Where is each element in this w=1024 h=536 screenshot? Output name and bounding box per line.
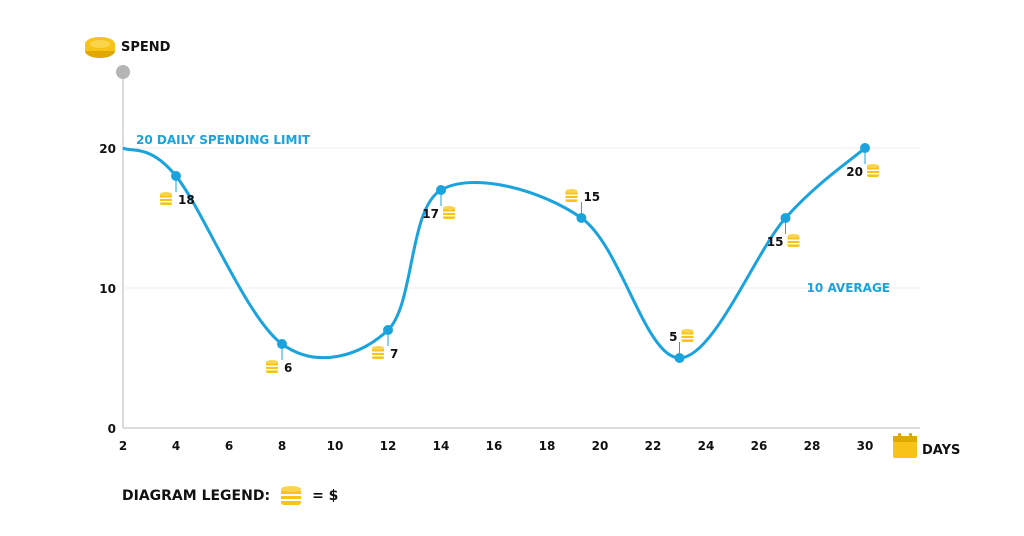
data-label: 7: [390, 347, 398, 361]
data-point: [576, 213, 587, 223]
x-tick-label: 18: [539, 439, 556, 453]
limit-label: 20 DAILY SPENDING LIMIT: [136, 133, 311, 147]
x-tick-label: 30: [857, 439, 874, 453]
coin-stack-icon: [160, 192, 172, 205]
coin-stack-icon: [787, 234, 800, 247]
coin-stack-icon: [266, 360, 278, 373]
data-point: [171, 171, 181, 181]
data-label: 15: [583, 190, 600, 204]
coin-stack-icon: [443, 206, 455, 219]
y-axis-cap: [116, 65, 130, 79]
data-point: [277, 339, 287, 349]
x-tick-label: 8: [278, 439, 286, 453]
y-tick-label: 10: [99, 282, 116, 296]
x-tick-label: 6: [225, 439, 233, 453]
data-point: [860, 143, 870, 153]
x-tick-label: 24: [698, 439, 715, 453]
x-tick-label: 14: [433, 439, 450, 453]
x-ticks: 2 4 6 8 10 12 14 16 18 20 22 24 26 28 30: [119, 439, 874, 453]
coin-stack-icon: [85, 37, 115, 58]
coin-stack-icon: [565, 189, 578, 202]
data-label: 15: [767, 235, 784, 249]
x-tick-label: 20: [592, 439, 609, 453]
coin-stack-icon: [867, 164, 879, 177]
x-tick-label: 2: [119, 439, 127, 453]
y-ticks: 0 10 20: [99, 142, 116, 436]
data-label: 17: [422, 207, 439, 221]
x-tick-label: 22: [645, 439, 662, 453]
legend-equals: = $: [312, 488, 339, 504]
data-label: 18: [178, 193, 195, 207]
calendar-icon: [893, 433, 917, 458]
legend-title: DIAGRAM LEGEND:: [122, 488, 271, 504]
x-tick-label: 10: [327, 439, 344, 453]
data-point: [780, 213, 791, 223]
spend-series-line: [122, 146, 866, 360]
data-point: [674, 353, 685, 363]
y-axis-title: SPEND: [121, 40, 171, 55]
coin-stack-icon: [372, 346, 384, 359]
x-tick-label: 4: [172, 439, 180, 453]
data-label: 5: [669, 330, 677, 344]
x-tick-label: 28: [804, 439, 821, 453]
diagram-legend: DIAGRAM LEGEND: = $: [122, 485, 338, 507]
data-points: 18 6 7 17 15 5 15 20: [160, 143, 879, 375]
y-tick-label: 20: [99, 142, 116, 156]
coin-stack-icon: [281, 486, 302, 505]
data-label: 6: [284, 361, 292, 375]
x-tick-label: 16: [486, 439, 503, 453]
coin-stack-icon: [681, 329, 694, 342]
data-point: [436, 185, 446, 195]
average-label: 10 AVERAGE: [807, 281, 890, 295]
data-point: [383, 325, 393, 335]
x-axis-title: DAYS: [922, 443, 960, 458]
data-label: 20: [846, 165, 863, 179]
x-tick-label: 26: [751, 439, 768, 453]
y-tick-label: 0: [108, 422, 116, 436]
x-tick-label: 12: [380, 439, 397, 453]
